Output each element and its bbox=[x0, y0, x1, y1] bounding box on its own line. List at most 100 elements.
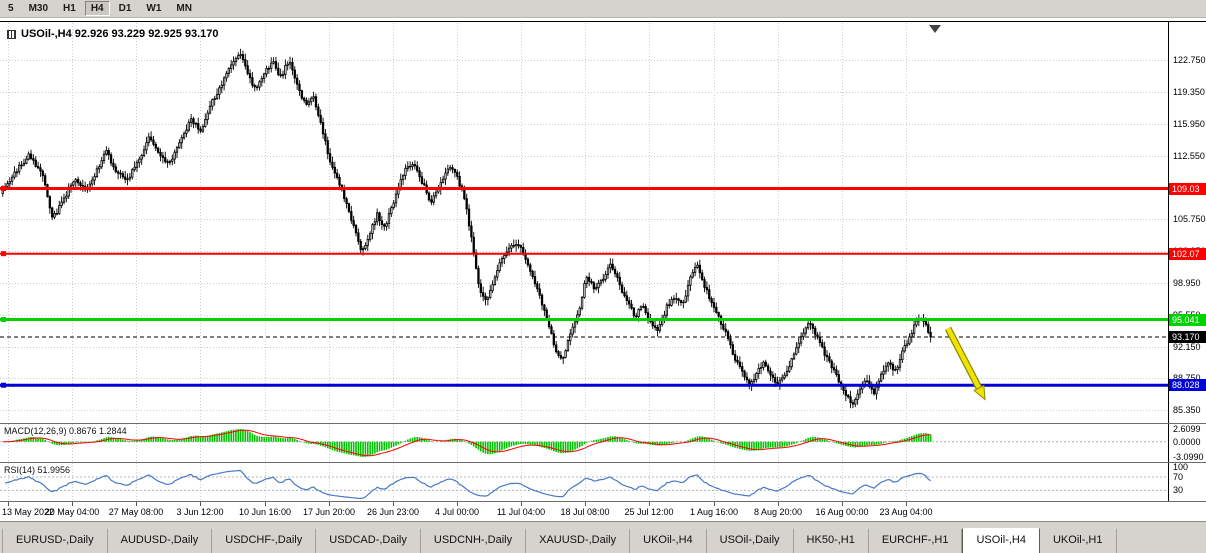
symbol-tab-usdcad-daily[interactable]: USDCAD-,Daily bbox=[316, 529, 421, 553]
price-scale[interactable]: 122.750119.350115.950112.550109.150105.7… bbox=[1168, 22, 1206, 502]
timeframe-button-h1[interactable]: H1 bbox=[63, 3, 76, 14]
rsi-indicator-label: RSI(14) 51.9956 bbox=[4, 465, 71, 475]
timeframe-button-d1[interactable]: D1 bbox=[118, 3, 132, 14]
macd-indicator-label: MACD(12,26,9) 0.8676 1.2844 bbox=[4, 426, 127, 436]
macd-tick-label: 2.6099 bbox=[1173, 424, 1201, 434]
price-tick-label: 115.950 bbox=[1173, 119, 1205, 129]
time-axis-label: 16 Aug 00:00 bbox=[815, 507, 869, 517]
trend-arrow-shaft[interactable] bbox=[946, 327, 982, 390]
time-tick bbox=[265, 502, 266, 506]
rsi-line bbox=[4, 469, 931, 500]
macd-signal-line bbox=[2, 429, 931, 457]
price-tick-label: 119.350 bbox=[1173, 87, 1205, 97]
time-axis-label: 11 Jul 04:00 bbox=[496, 507, 546, 517]
time-tick bbox=[329, 502, 330, 506]
time-axis-label: 27 May 08:00 bbox=[108, 507, 164, 517]
price-chart-plot[interactable] bbox=[0, 23, 1168, 422]
time-axis-label: 25 Jul 12:00 bbox=[624, 507, 674, 517]
price-gridlines bbox=[0, 23, 1168, 422]
time-axis[interactable]: 13 May 2022 20 May 04:00 27 May 08:00 3 Jun… bbox=[0, 502, 1206, 522]
symbol-tab-usdchf-daily[interactable]: USDCHF-,Daily bbox=[212, 529, 317, 553]
time-axis-label: 8 Aug 20:00 bbox=[753, 507, 803, 517]
rsi-tick-label: 30 bbox=[1173, 485, 1184, 495]
resistance-price-label: 109.03 bbox=[1169, 183, 1206, 195]
timeframe-button-w1[interactable]: W1 bbox=[146, 3, 162, 14]
price-tick-label: 88.750 bbox=[1173, 373, 1201, 383]
time-tick bbox=[8, 502, 9, 506]
rsi-plot[interactable] bbox=[0, 463, 1168, 501]
symbol-tab-ukoil-h4[interactable]: UKOil-,H4 bbox=[630, 529, 707, 553]
time-axis-label: 17 Jun 20:00 bbox=[302, 507, 356, 517]
support-price-label: 88.028 bbox=[1169, 379, 1206, 391]
symbol-tab-usdcnh-daily[interactable]: USDCNH-,Daily bbox=[421, 529, 527, 553]
time-tick bbox=[842, 502, 843, 506]
rsi-tick-label: 70 bbox=[1173, 472, 1184, 482]
macd-histogram bbox=[4, 429, 932, 457]
symbol-tab-usoil-daily[interactable]: USOil-,Daily bbox=[707, 529, 794, 553]
support-price-label: 95.041 bbox=[1169, 314, 1206, 326]
rsi-tick-label: 100 bbox=[1173, 462, 1189, 472]
timeframe-toolbar: 5 M30 H1 H4 D1 W1 MN bbox=[0, 0, 1206, 18]
trend-arrow-head[interactable] bbox=[973, 384, 986, 401]
time-tick bbox=[906, 502, 907, 506]
time-tick bbox=[457, 502, 458, 506]
time-axis-label: 3 Jun 12:00 bbox=[176, 507, 224, 517]
price-tick-label: 98.950 bbox=[1173, 278, 1201, 288]
chart-title: USOil-,H4 92.926 93.229 92.925 93.170 bbox=[7, 28, 219, 40]
timeframe-button-h4[interactable]: H4 bbox=[84, 1, 110, 16]
macd-tick-label: 0.0000 bbox=[1173, 437, 1201, 447]
time-tick bbox=[200, 502, 201, 506]
price-tick-label: 92.150 bbox=[1173, 342, 1201, 352]
current-price-price-label: 93.170 bbox=[1169, 331, 1206, 343]
chart-title-text: USOil-,H4 92.926 93.229 92.925 93.170 bbox=[21, 28, 219, 40]
resistance-line-handle[interactable] bbox=[1, 251, 6, 257]
symbol-tab-usoil-h4[interactable]: USOil-,H4 bbox=[962, 528, 1040, 553]
candle-wicks bbox=[2, 48, 932, 409]
macd-gridlines bbox=[8, 424, 907, 462]
chart-tab-bar: EURUSD-,Daily AUDUSD-,Daily USDCHF-,Daily U… bbox=[2, 528, 1117, 553]
time-tick bbox=[714, 502, 715, 506]
time-tick bbox=[649, 502, 650, 506]
timeframe-button-5[interactable]: 5 bbox=[8, 3, 14, 14]
time-axis-label: 26 Jun 23:00 bbox=[366, 507, 420, 517]
timeframe-button-mn[interactable]: MN bbox=[176, 3, 192, 14]
panel-separator[interactable] bbox=[0, 462, 1206, 463]
time-axis-label: 13 May 2022 bbox=[2, 507, 55, 517]
symbol-tab-hk50-h1[interactable]: HK50-,H1 bbox=[794, 529, 869, 553]
bottom-chrome: EURUSD-,Daily AUDUSD-,Daily USDCHF-,Daily U… bbox=[0, 521, 1206, 553]
time-tick bbox=[521, 502, 522, 506]
time-axis-label: 10 Jun 16:00 bbox=[238, 507, 292, 517]
chart-shift-marker[interactable] bbox=[929, 25, 941, 33]
chart-icon bbox=[7, 29, 16, 39]
time-tick bbox=[136, 502, 137, 506]
symbol-tab-eurchf-h1[interactable]: EURCHF-,H1 bbox=[869, 529, 963, 553]
time-axis-label: 4 Jul 00:00 bbox=[434, 507, 480, 517]
timeframe-button-m30[interactable]: M30 bbox=[28, 3, 49, 14]
price-tick-label: 112.550 bbox=[1173, 151, 1205, 161]
time-tick bbox=[72, 502, 73, 506]
time-axis-label: 23 Aug 04:00 bbox=[879, 507, 933, 517]
macd-plot[interactable] bbox=[0, 424, 1168, 462]
symbol-tab-audusd-daily[interactable]: AUDUSD-,Daily bbox=[108, 529, 213, 553]
time-tick bbox=[585, 502, 586, 506]
support-line-handle[interactable] bbox=[1, 317, 6, 323]
price-tick-label: 105.750 bbox=[1173, 214, 1206, 224]
price-tick-label: 122.750 bbox=[1173, 55, 1206, 65]
time-axis-label: 20 May 04:00 bbox=[44, 507, 100, 517]
panel-separator[interactable] bbox=[0, 423, 1206, 424]
price-tick-label: 85.350 bbox=[1173, 405, 1201, 415]
support-line-handle[interactable] bbox=[1, 382, 6, 388]
time-axis-label: 1 Aug 16:00 bbox=[689, 507, 739, 517]
resistance-price-label: 102.07 bbox=[1169, 248, 1206, 260]
time-tick bbox=[778, 502, 779, 506]
symbol-tab-ukoil-h1[interactable]: UKOil-,H1 bbox=[1040, 529, 1117, 553]
symbol-tab-eurusd-daily[interactable]: EURUSD-,Daily bbox=[2, 529, 108, 553]
time-tick bbox=[393, 502, 394, 506]
symbol-tab-xauusd-daily[interactable]: XAUUSD-,Daily bbox=[526, 529, 631, 553]
candlesticks-bull bbox=[1, 54, 920, 405]
resistance-line-handle[interactable] bbox=[1, 186, 6, 192]
time-axis-label: 18 Jul 08:00 bbox=[560, 507, 610, 517]
panel-separator bbox=[0, 501, 1206, 502]
chart-window[interactable]: USOil-,H4 92.926 93.229 92.925 93.170 MA… bbox=[0, 21, 1206, 522]
